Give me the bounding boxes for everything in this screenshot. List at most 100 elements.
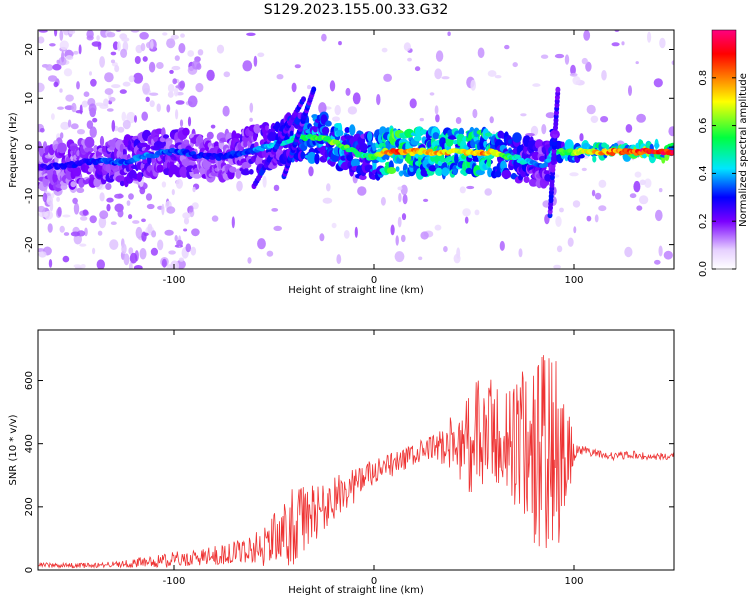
spectrogram-speckle [470, 79, 477, 91]
spectrogram-speckle [176, 239, 184, 247]
spectrogram-halo [182, 127, 190, 136]
spectrogram-halo [156, 164, 164, 173]
spectrogram-speckle [242, 60, 253, 72]
spectrogram-speckle [82, 209, 89, 216]
spectrogram-speckle [90, 78, 97, 87]
spectrogram-speckle [573, 226, 577, 234]
spectrogram-speckle [246, 32, 256, 36]
spectrogram-speckle [559, 207, 564, 213]
spectrogram-speckle [434, 68, 443, 80]
spectrogram-speckle [249, 102, 254, 113]
spectrogram-speckle [581, 167, 587, 172]
spectrogram-speckle [92, 117, 98, 123]
spectrogram-halo [358, 174, 367, 181]
spectrogram-speckle [276, 74, 284, 80]
spectrogram-speckle [196, 63, 202, 70]
spectrogram-speckle [79, 243, 87, 247]
spectrogram-speckle [49, 43, 56, 47]
spectrogram-halo [386, 167, 397, 174]
spectrogram-speckle [38, 251, 47, 258]
snr-x-axis-label: Height of straight line (km) [288, 585, 424, 596]
snr-y-axis-label: SNR (10 * v/v) [8, 414, 19, 485]
spectrogram-speckle [401, 234, 406, 243]
spectrogram-speckle [150, 39, 154, 50]
spectrogram-speckle [671, 60, 674, 65]
colorbar-tick-label: 0.2 [698, 213, 709, 229]
spectrogram-speckle [142, 82, 150, 95]
spectrogram-speckle [594, 192, 602, 200]
spectrogram-ridge-point [670, 150, 674, 155]
spectrogram-speckle [97, 41, 102, 51]
spectrogram-speckle [545, 112, 556, 119]
spectrogram-halo [371, 174, 377, 180]
spectrogram-speckle [484, 188, 493, 196]
spectrogram-halo [197, 134, 203, 145]
spectrogram-speckle [262, 175, 267, 188]
spectrogram-speckle [403, 42, 411, 52]
spectrogram-speckle [191, 202, 199, 210]
spectrogram-halo [264, 125, 269, 131]
spectrogram-halo [346, 154, 353, 161]
spectrogram-halo [253, 133, 258, 142]
spectrogram-speckle [223, 71, 231, 78]
spectrogram-speckle [347, 106, 358, 115]
spectrogram-speckle [117, 41, 121, 52]
spectrogram-speckle [62, 255, 70, 263]
snr-marks [38, 355, 674, 570]
spectrogram-speckle [183, 228, 188, 232]
spectrogram-speckle [86, 120, 94, 129]
spectrogram-speckle [658, 245, 663, 257]
spectrogram-speckle [147, 223, 153, 234]
spectrogram-speckle [121, 243, 127, 255]
snr-frame [37, 329, 675, 571]
spectrogram-speckle [120, 48, 128, 58]
spectrogram-speckle [98, 216, 107, 229]
spectrogram-halo [119, 143, 124, 153]
spectrogram-speckle [106, 32, 116, 38]
spectrogram-speckle [59, 225, 65, 233]
snr-x-ticks: -100 0 100 [163, 330, 584, 587]
spectrogram-speckle [142, 56, 148, 62]
spectrogram-speckle [183, 217, 190, 225]
spectrogram-speckle [133, 72, 144, 84]
spectrogram-speckle [128, 193, 134, 200]
spectrogram-halo [413, 135, 422, 142]
spectrogram-speckle [206, 69, 215, 81]
spectrogram-halo [84, 146, 94, 153]
spectrogram-speckle [434, 105, 439, 115]
spectrogram-speckle [273, 184, 280, 192]
chart-title: S129.2023.155.00.33.G32 [264, 2, 449, 18]
spectrogram-speckle [598, 179, 607, 188]
spectrogram-halo [367, 131, 373, 142]
y-tick-label: 600 [24, 371, 35, 390]
spectrogram-speckle [53, 81, 59, 88]
snr-series-line [38, 355, 674, 570]
spectrogram-speckle [86, 35, 94, 41]
spectrogram-speckle [104, 88, 114, 95]
spectrogram-speckle [52, 63, 62, 71]
spectrogram-speckle [395, 235, 399, 246]
spectrogram-speckle [133, 265, 143, 269]
spectrogram-y-axis-label: Frequency (Hz) [8, 112, 19, 188]
spectrogram-halo [93, 177, 101, 188]
spectrogram-speckle [447, 31, 451, 37]
spectrogram-halo [512, 132, 522, 143]
spectrogram-speckle [174, 55, 180, 61]
spectrogram-speckle [586, 104, 596, 115]
spectrogram-speckle [291, 82, 297, 93]
spectrogram-speckle [459, 186, 466, 194]
spectrogram-speckle [89, 71, 92, 76]
spectrogram-speckle [400, 184, 408, 196]
spectrogram-speckle [63, 232, 70, 236]
spectrogram-speckle [111, 84, 121, 89]
spectrogram-speckle [89, 126, 97, 138]
spectrogram-speckle [73, 202, 80, 215]
spectrogram-speckle [134, 115, 137, 123]
spectrogram-speckle [49, 201, 54, 212]
spectrogram-speckle [319, 233, 325, 242]
spectrogram-ridge-point [343, 144, 350, 149]
spectrogram-speckle [67, 119, 72, 128]
spectrogram-speckle [636, 205, 643, 211]
spectrogram-speckle [39, 128, 45, 133]
spectrogram-speckle [494, 75, 502, 79]
